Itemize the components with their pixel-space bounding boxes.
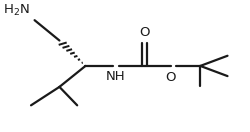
Text: NH: NH <box>105 70 125 83</box>
Text: H$_2$N: H$_2$N <box>3 3 30 18</box>
Text: O: O <box>140 26 150 39</box>
Text: O: O <box>166 71 176 84</box>
